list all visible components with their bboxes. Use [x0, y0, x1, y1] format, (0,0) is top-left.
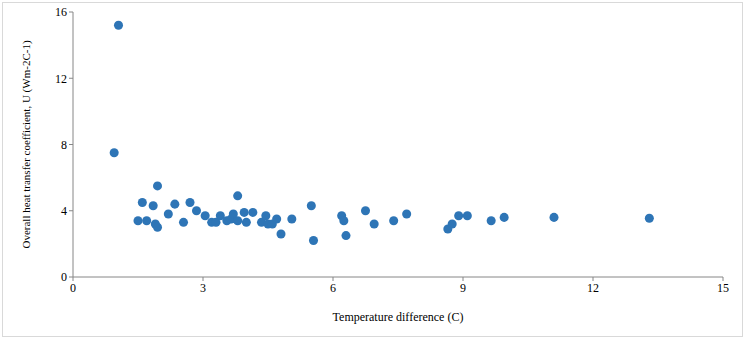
svg-text:6: 6	[330, 281, 336, 295]
svg-text:16: 16	[55, 5, 67, 19]
svg-text:3: 3	[200, 281, 206, 295]
svg-text:Temperature difference (C): Temperature difference (C)	[333, 310, 464, 324]
svg-text:15: 15	[717, 281, 729, 295]
svg-text:0: 0	[70, 281, 76, 295]
svg-text:9: 9	[460, 281, 466, 295]
svg-text:0: 0	[61, 270, 67, 284]
svg-text:8: 8	[61, 138, 67, 152]
svg-text:12: 12	[55, 72, 67, 86]
svg-text:4: 4	[61, 204, 67, 218]
svg-text:12: 12	[587, 281, 599, 295]
svg-text:Overall heat transfer coeffici: Overall heat transfer coefficient, U (Wm…	[20, 40, 33, 248]
